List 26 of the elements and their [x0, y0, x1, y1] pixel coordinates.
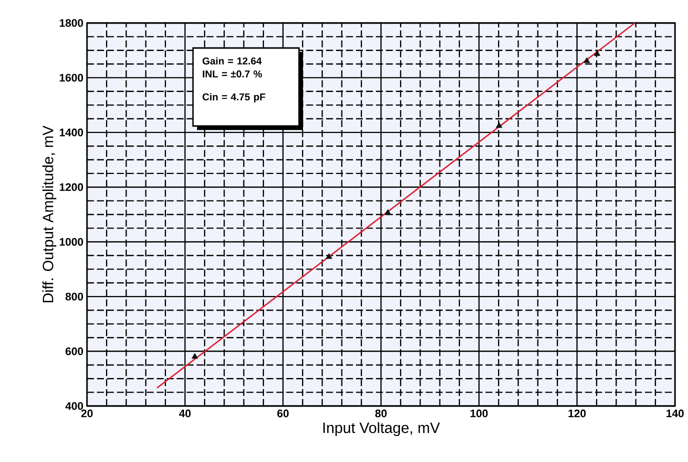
x-tick-label: 40 — [179, 410, 191, 418]
point — [384, 209, 392, 215]
point — [496, 122, 502, 128]
y-tick-label: 400 — [65, 402, 84, 410]
y-tick-label: 800 — [66, 292, 84, 300]
point — [594, 50, 600, 56]
x-axis-title: Input Voltage, mV — [323, 422, 440, 436]
x-tick-label: 20 — [81, 410, 93, 418]
annotation: INL = ±0.7 % — [202, 70, 262, 78]
y-tick-label: 1200 — [60, 183, 84, 192]
y-axis-title: Diff. Output Amplitude, mV — [42, 126, 56, 302]
point — [192, 353, 198, 359]
x-tick-label: 100 — [470, 410, 488, 418]
y-tick-label: 1600 — [60, 74, 84, 82]
x-tick-label: 60 — [277, 410, 289, 418]
x-tick-label: 120 — [568, 410, 586, 418]
annotation: Gain = 12.64 — [202, 57, 262, 65]
point — [326, 253, 332, 259]
y-tick-label: 1800 — [60, 19, 84, 27]
x-tick-label: 140 — [666, 410, 684, 418]
annotation: Cin = 4.75 pF — [202, 93, 266, 102]
y-tick-label: 1000 — [60, 238, 84, 246]
x-tick-label: 80 — [375, 410, 387, 418]
y-tick-label: 1400 — [60, 128, 84, 136]
y-tick-label: 600 — [66, 347, 84, 356]
point — [584, 57, 590, 63]
